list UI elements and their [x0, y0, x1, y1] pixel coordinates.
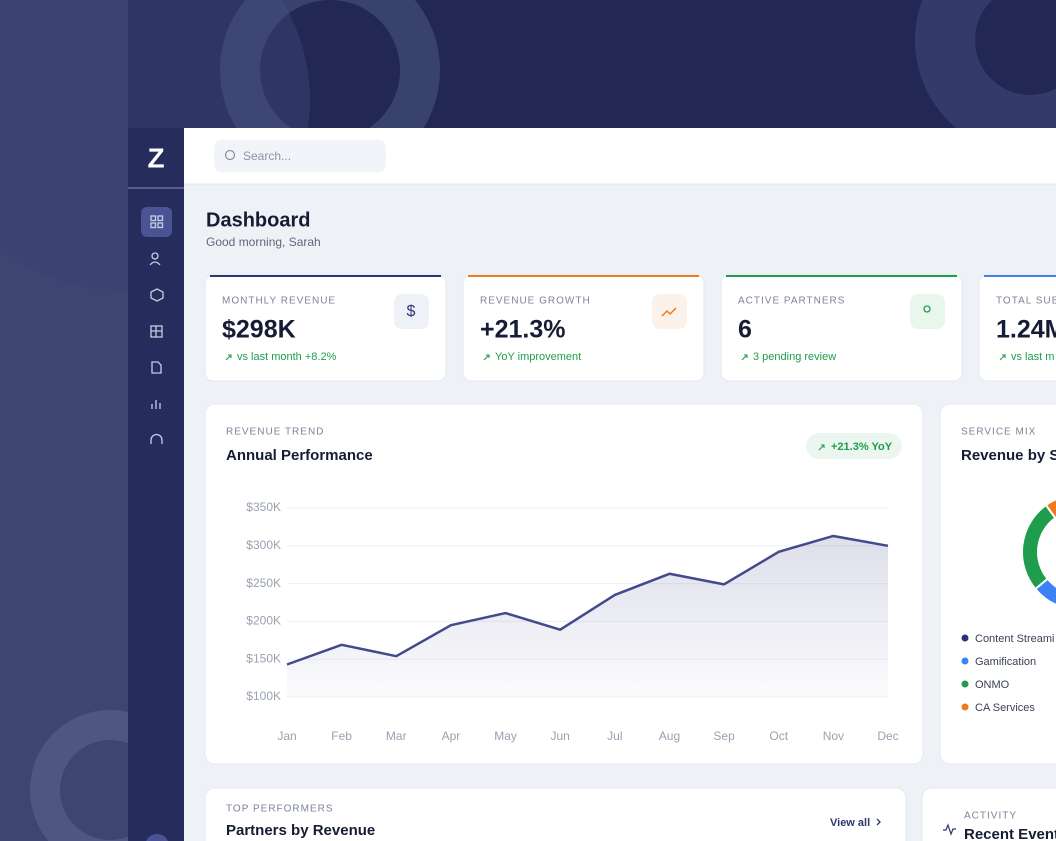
view-all-link[interactable]: View all: [830, 817, 870, 829]
card-title: Recent Event: [964, 826, 1056, 841]
x-tick-label: Oct: [769, 729, 788, 743]
kpi-label: REVENUE GROWTH: [480, 296, 591, 307]
kpi-note: vs last month +8.2%: [237, 351, 337, 363]
y-tick-label: $300K: [246, 538, 281, 552]
kpi-note: 3 pending review: [753, 351, 836, 363]
badge-icon: [818, 444, 825, 451]
kpi-label: ACTIVE PARTNERS: [738, 296, 845, 307]
badge: [806, 433, 902, 459]
x-tick-label: May: [494, 729, 517, 743]
search-placeholder: Search...: [243, 149, 291, 163]
nav-icons[interactable]: [149, 215, 164, 444]
legend-label: CA Services: [975, 702, 1035, 714]
performers-card: [204, 787, 907, 841]
card-title: Revenue by S: [961, 447, 1056, 464]
kpi-value: 1.24M: [996, 316, 1056, 344]
badge-text: +21.3% YoY: [831, 441, 893, 453]
x-tick-label: Mar: [386, 729, 407, 743]
kpi-value: +21.3%: [480, 316, 566, 344]
x-tick-label: Aug: [659, 729, 680, 743]
kpi-label: MONTHLY REVENUE: [222, 296, 336, 307]
page-title: Dashboard: [206, 209, 310, 231]
card-title: Annual Performance: [226, 447, 373, 464]
logo: Z: [147, 142, 164, 173]
x-tick-label: Sep: [713, 729, 735, 743]
svg-text:$: $: [407, 303, 416, 320]
activity-icon: [943, 823, 956, 836]
page-subtitle: Good morning, Sarah: [206, 235, 321, 249]
kpi-card: REVENUE GROWTH +21.3% YoY improvement: [462, 274, 705, 382]
avatar[interactable]: [145, 834, 169, 841]
card-title: Partners by Revenue: [226, 822, 375, 839]
x-tick-label: Dec: [877, 729, 898, 743]
line-area: [287, 535, 888, 697]
legend-dot: [961, 680, 969, 688]
kpi-note: vs last m: [1011, 351, 1054, 363]
kpi-value: $298K: [222, 316, 296, 344]
sidebar: [128, 128, 184, 841]
legend-label: Content Streami: [975, 633, 1054, 645]
deco-ring: [915, 0, 1056, 155]
kpi-card: MONTHLY REVENUE $298K vs last month +8.2…: [204, 274, 447, 382]
x-tick-label: Jun: [551, 729, 570, 743]
card-eyebrow: TOP PERFORMERS: [226, 804, 334, 815]
y-tick-label: $350K: [246, 500, 281, 514]
x-tick-label: Jan: [277, 729, 296, 743]
x-tick-label: Jul: [607, 729, 622, 743]
kpi-value: 6: [738, 316, 752, 344]
kpi-label: TOTAL SUB: [996, 296, 1056, 307]
x-tick-label: Apr: [442, 729, 461, 743]
search-box[interactable]: [214, 140, 386, 172]
legend-dot: [961, 703, 969, 711]
x-tick-label: Nov: [823, 729, 844, 743]
line: [286, 534, 889, 666]
card-eyebrow: ACTIVITY: [964, 811, 1017, 822]
y-tick-label: $250K: [246, 576, 281, 590]
y-tick-label: $150K: [246, 651, 281, 665]
chevron: [876, 818, 881, 826]
card-eyebrow: REVENUE TREND: [226, 427, 324, 438]
kpi-card: TOTAL SUB 1.24M vs last m: [978, 274, 1056, 382]
kpi-card: ACTIVE PARTNERS 6 3 pending review: [720, 274, 963, 382]
x-tick-label: Feb: [331, 729, 352, 743]
donut-card: [939, 403, 1056, 765]
arrow-icons: [225, 354, 1006, 361]
kpi-note: YoY improvement: [495, 351, 581, 363]
y-tick-label: $200K: [246, 614, 281, 628]
donut-chart: Content Streami Gamification ONMO CA Servic…: [961, 498, 1056, 714]
legend-label: Gamification: [975, 656, 1036, 668]
legend-dot: [961, 657, 969, 665]
search-icon: [224, 149, 236, 161]
activity-card: [921, 787, 1056, 841]
y-tick-label: $100K: [246, 689, 281, 703]
legend-label: ONMO: [975, 679, 1010, 691]
line-chart: $100K $150K $200K $250K $300K $350K Jan Feb Mar A…: [246, 500, 898, 743]
card-eyebrow: SERVICE MIX: [961, 427, 1036, 438]
legend-dot: [961, 634, 969, 642]
nav-active[interactable]: [141, 207, 172, 237]
